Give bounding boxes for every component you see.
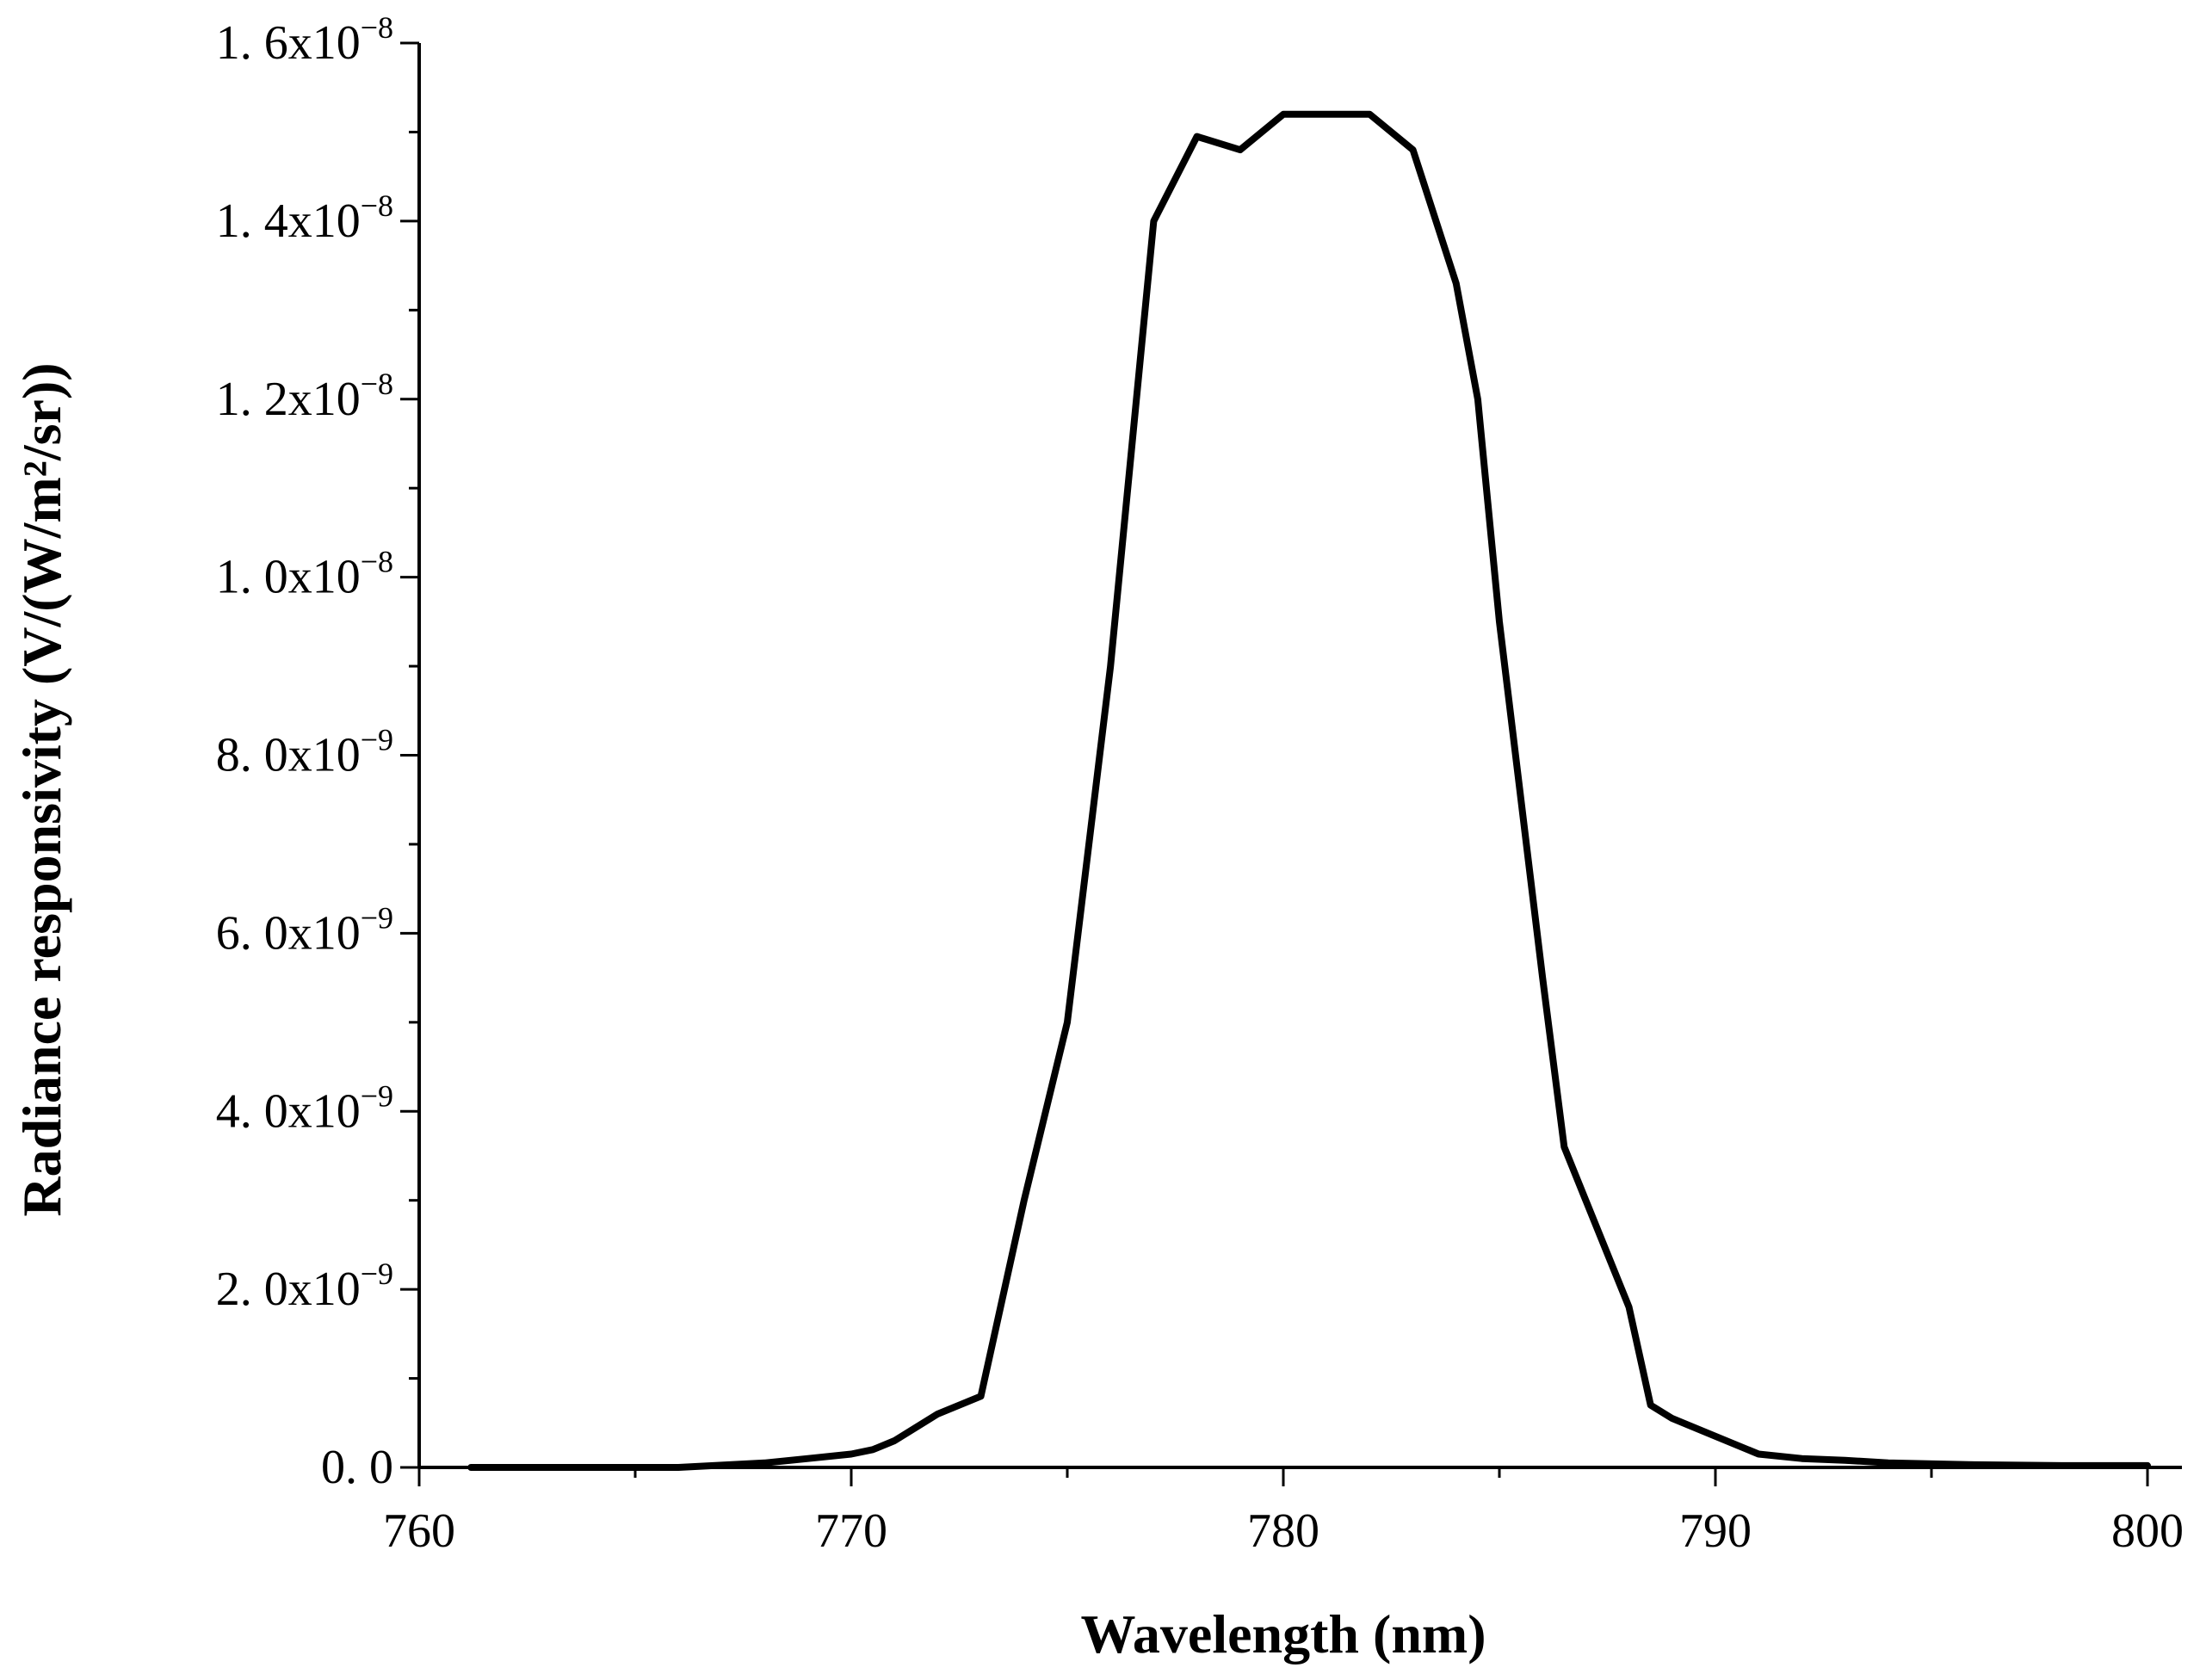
y-tick-label: 1. 6x10−8 bbox=[216, 10, 393, 70]
x-tick-label: 790 bbox=[1679, 1504, 1752, 1558]
y-tick-label: 6. 0x10−9 bbox=[216, 900, 393, 960]
x-axis-title: Wavelength (nm) bbox=[1080, 1603, 1486, 1665]
y-tick-label: 1. 2x10−8 bbox=[216, 367, 393, 426]
x-tick-label: 760 bbox=[383, 1504, 455, 1558]
axes: 0. 0 2. 0x10−9 4. 0x10−9 6. 0x10−9 8. 0x10−9… bbox=[216, 10, 2184, 1558]
x-tick-label: 800 bbox=[2111, 1504, 2184, 1558]
y-tick-label: 4. 0x10−9 bbox=[216, 1078, 393, 1138]
x-tick-label: 780 bbox=[1247, 1504, 1319, 1558]
y-tick-label: 8. 0x10−9 bbox=[216, 723, 393, 782]
y-tick-label: 2. 0x10−9 bbox=[216, 1257, 393, 1316]
y-tick-label: 1. 4x10−8 bbox=[216, 188, 393, 248]
series-line bbox=[467, 110, 2151, 1471]
x-tick-label: 770 bbox=[815, 1504, 887, 1558]
y-tick-label: 0. 0 bbox=[321, 1441, 393, 1494]
plot-area bbox=[467, 110, 2151, 1471]
y-axis-title: Radiance responsivity (V/(W/m²/sr)) bbox=[11, 362, 72, 1216]
y-tick-label: 1. 0x10−8 bbox=[216, 545, 393, 604]
